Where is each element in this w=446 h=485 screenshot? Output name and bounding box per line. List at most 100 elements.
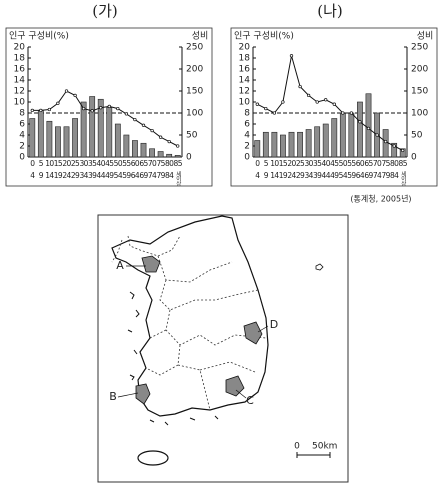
- bar: [314, 126, 321, 158]
- islands: [127, 291, 219, 426]
- y-tick-label: 8: [19, 109, 25, 119]
- x-tick-label: 85: [174, 159, 183, 168]
- y-tick-label: 16: [239, 65, 251, 75]
- x-tick-label: 65: [364, 159, 373, 168]
- bar: [72, 118, 78, 158]
- y2-tick-label: 100: [411, 109, 428, 119]
- x-tick-label: 4: [255, 171, 260, 180]
- map-label: A: [116, 259, 124, 272]
- y-tick-label: 18: [14, 54, 26, 64]
- x-tick-label: 84: [165, 171, 174, 180]
- bar: [166, 153, 173, 158]
- region-b: [135, 383, 151, 405]
- point: [116, 106, 120, 111]
- y2-tick-label: 150: [186, 87, 203, 97]
- y2-tick-label: 50: [186, 131, 198, 141]
- y-tick-label: 4: [244, 131, 250, 141]
- x-tick-label: 40: [97, 159, 106, 168]
- y-tick-label: 10: [14, 98, 26, 108]
- x-tick-label: 69: [139, 171, 148, 180]
- bar: [140, 142, 147, 158]
- x-tick-label: 25: [296, 159, 305, 168]
- point: [141, 123, 146, 127]
- point: [30, 108, 34, 113]
- y2-axis-title: 성비: [192, 31, 209, 42]
- x-tick-label: 14: [270, 171, 279, 180]
- x-tick-label: 39: [313, 171, 322, 180]
- x-tick-label: 49: [105, 171, 114, 180]
- jeju: [137, 450, 169, 466]
- bar: [357, 101, 363, 158]
- region-c: [225, 375, 245, 397]
- map-label: B: [109, 390, 117, 403]
- x-tick-label: 70: [148, 159, 157, 168]
- y-tick-label: 18: [239, 54, 251, 64]
- x-tick-label: 74: [373, 171, 382, 180]
- x-tick-label: 60: [131, 159, 140, 168]
- x-tick-label: 세이상: [175, 170, 182, 187]
- x-tick-label: 9: [264, 171, 269, 180]
- chart-frame: [230, 27, 438, 187]
- bar: [89, 96, 96, 158]
- line: [257, 55, 403, 151]
- y-tick-label: 14: [239, 76, 251, 86]
- point: [366, 126, 371, 131]
- x-tick-label: 19: [54, 171, 63, 180]
- point: [289, 54, 294, 58]
- bar: [123, 134, 130, 158]
- x-tick-label: 34: [79, 171, 88, 180]
- bar: [271, 131, 278, 158]
- x-tick-label: 59: [347, 171, 356, 180]
- y2-tick-label: 100: [186, 109, 203, 119]
- scale-distance: 50km: [312, 442, 337, 452]
- y2-tick-label: 0: [411, 153, 417, 163]
- bar: [46, 120, 53, 158]
- x-tick-label: 25: [71, 159, 80, 168]
- y-tick-label: 0: [19, 153, 25, 163]
- region-a: [141, 255, 161, 273]
- x-tick-label: 39: [88, 171, 97, 180]
- x-tick-label: 70: [373, 159, 382, 168]
- x-tick-label: 10: [270, 159, 279, 168]
- x-tick-label: 50: [114, 159, 123, 168]
- x-tick-label: 0: [255, 159, 260, 168]
- ulleungdo: [315, 263, 324, 271]
- x-tick-label: 5: [39, 159, 44, 168]
- x-tick-label: 79: [156, 171, 165, 180]
- point: [64, 89, 69, 93]
- point: [90, 109, 94, 113]
- y-tick-label: 12: [14, 87, 25, 97]
- y2-tick-label: 250: [186, 43, 203, 53]
- leader-line: [257, 325, 269, 333]
- point: [81, 106, 86, 111]
- y-tick-label: 4: [19, 131, 25, 141]
- x-tick-label: 54: [114, 171, 123, 180]
- y-axis-title: 인구 구성비(%): [234, 31, 294, 42]
- point: [264, 106, 268, 111]
- bar: [288, 131, 295, 158]
- bar: [365, 93, 372, 158]
- bar: [29, 118, 36, 158]
- x-tick-label: 85: [399, 159, 408, 168]
- point: [401, 148, 405, 153]
- bar: [37, 109, 44, 158]
- x-tick-label: 5: [264, 159, 269, 168]
- point: [272, 111, 277, 115]
- bar: [97, 98, 104, 158]
- x-tick-label: 35: [88, 159, 97, 168]
- chart-title: (가): [92, 2, 118, 20]
- scale-zero: 0: [294, 442, 300, 452]
- point: [349, 111, 354, 115]
- bar: [149, 148, 155, 158]
- bar: [63, 126, 70, 158]
- y2-tick-label: 0: [186, 153, 192, 163]
- bar: [55, 126, 61, 158]
- x-tick-label: 64: [356, 171, 365, 180]
- x-tick-label: 84: [390, 171, 399, 180]
- y-tick-label: 10: [239, 98, 251, 108]
- bar: [106, 107, 113, 158]
- bar: [157, 151, 164, 158]
- x-tick-label: 65: [139, 159, 148, 168]
- y-tick-label: 14: [14, 76, 26, 86]
- x-tick-label: 10: [45, 159, 54, 168]
